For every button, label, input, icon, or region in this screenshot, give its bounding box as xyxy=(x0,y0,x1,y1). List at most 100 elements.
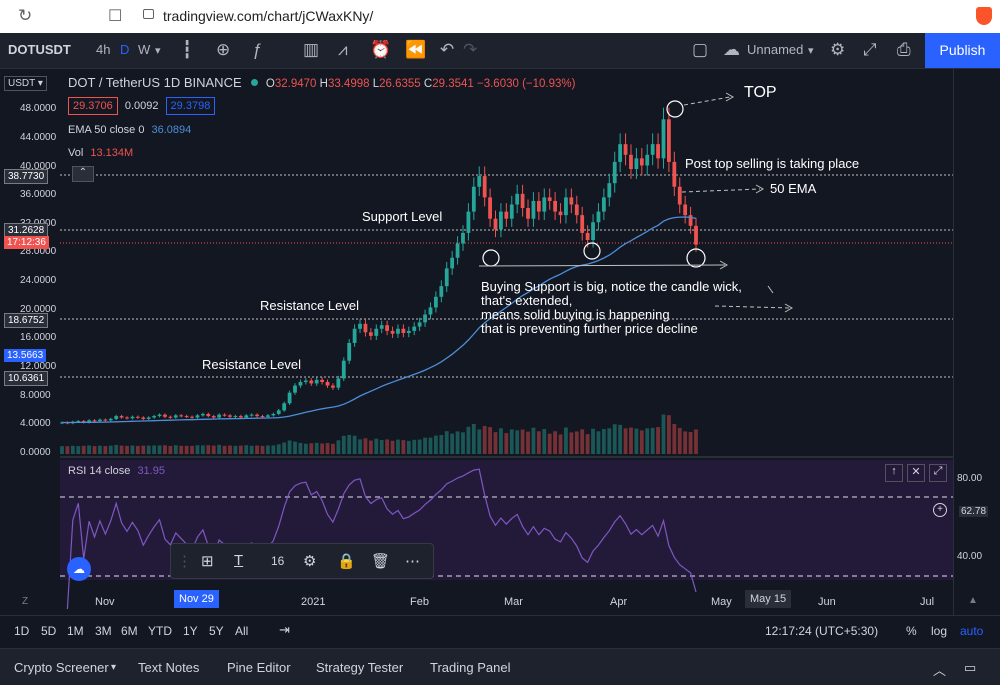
interval-d[interactable]: D xyxy=(120,42,130,57)
annotation-buying-support[interactable]: Buying Support is big, notice the candle… xyxy=(481,280,742,336)
tab-strategy-tester[interactable]: Strategy Tester xyxy=(316,660,404,675)
more-icon[interactable]: ⋯ xyxy=(405,553,420,570)
annotation-support[interactable]: Support Level xyxy=(362,209,443,224)
indicators-icon[interactable]: ƒ xyxy=(252,40,262,59)
candle xyxy=(450,257,455,269)
candle xyxy=(206,413,211,417)
tab-pine-editor[interactable]: Pine Editor xyxy=(227,660,291,675)
brave-icon[interactable] xyxy=(976,7,992,25)
interval-w[interactable]: W xyxy=(138,42,151,57)
settings-icon[interactable]: ⚙ xyxy=(830,40,846,59)
annotation-resistance-2[interactable]: Resistance Level xyxy=(202,357,301,372)
arrow-line[interactable] xyxy=(714,305,791,309)
right-rsi-scale[interactable] xyxy=(953,69,1000,615)
font-size-select[interactable]: 16 xyxy=(271,554,285,568)
currency-label[interactable]: USDT ▾ xyxy=(4,76,47,91)
chevron-down-icon[interactable]: ▾ xyxy=(808,45,814,57)
chart-area[interactable]: USDT ▾ 48.0000 44.0000 40.0000 36.0000 3… xyxy=(0,69,1000,615)
chevron-down-icon[interactable]: ▾ xyxy=(111,662,117,673)
add-plus-icon[interactable]: + xyxy=(933,503,947,517)
range-1d[interactable]: 1D xyxy=(14,624,30,638)
drag-handle-icon[interactable]: ⋮ xyxy=(177,553,192,570)
undo-icon[interactable]: ↶ xyxy=(440,40,455,59)
clock-time[interactable]: 12:17:24 (UTC+5:30) xyxy=(765,624,879,638)
snapshot-icon[interactable]: ⎙ xyxy=(897,40,911,59)
symbol-search[interactable]: DOTUSDT xyxy=(8,42,71,57)
bookmark-icon[interactable]: ☐ xyxy=(108,8,123,25)
price-badge[interactable]: 10.6361 xyxy=(4,371,49,386)
chevron-down-icon[interactable]: ▾ xyxy=(155,45,161,57)
annotation-top[interactable]: TOP xyxy=(744,84,777,101)
volume-bar xyxy=(249,445,254,454)
chevron-up-icon[interactable]: ︿ xyxy=(933,663,947,678)
arrow-line[interactable] xyxy=(683,96,731,106)
bid-box[interactable]: 29.3706 xyxy=(68,97,118,115)
percent-toggle[interactable]: % xyxy=(906,624,917,638)
scroll-up-icon[interactable]: ▲ xyxy=(968,595,978,606)
price-badge[interactable]: 38.7730 xyxy=(4,169,49,184)
fullscreen-icon[interactable]: ⤢ xyxy=(863,40,877,59)
range-5y[interactable]: 5Y xyxy=(209,624,224,638)
candle xyxy=(184,416,189,418)
annotation-post-top[interactable]: Post top selling is taking place xyxy=(685,156,860,171)
pane-up-icon[interactable]: ↑ xyxy=(885,464,903,482)
layout-icon[interactable]: ▢ xyxy=(692,40,709,59)
price-chart[interactable] xyxy=(0,69,1000,615)
candles-icon[interactable]: ┇ xyxy=(182,40,193,59)
tradingview-logo-icon[interactable]: ☁ xyxy=(67,557,91,581)
alert-icon[interactable]: ⏰ xyxy=(370,40,392,59)
pane-maximize-icon[interactable]: ⤢ xyxy=(929,464,947,482)
templates-icon[interactable]: ⩘ xyxy=(338,40,348,59)
log-toggle[interactable]: log xyxy=(931,624,948,638)
annotation-ema[interactable]: 50 EMA xyxy=(770,181,817,196)
layout-name[interactable]: Unnamed xyxy=(747,42,804,57)
left-price-scale[interactable] xyxy=(0,69,60,615)
ask-box[interactable]: 29.3798 xyxy=(165,97,216,115)
range-1m[interactable]: 1M xyxy=(67,624,84,638)
auto-toggle[interactable]: auto xyxy=(960,624,984,638)
highlight-circle[interactable] xyxy=(583,242,601,260)
replay-icon[interactable]: ⏪ xyxy=(405,40,427,59)
interval-4h[interactable]: 4h xyxy=(96,42,111,57)
lock-icon[interactable]: 🔒 xyxy=(337,553,356,570)
highlight-circle[interactable] xyxy=(686,248,706,268)
highlight-circle[interactable] xyxy=(482,249,500,267)
range-3m[interactable]: 3M xyxy=(95,624,112,638)
tab-trading-panel[interactable]: Trading Panel xyxy=(430,660,511,675)
x-crosshair-label: Nov 29 xyxy=(174,590,219,608)
annotation-resistance-1[interactable]: Resistance Level xyxy=(260,298,359,313)
volume-bar xyxy=(482,426,487,454)
chart-legend[interactable]: DOT / TetherUS 1D BINANCE O32.9470 H33.4… xyxy=(68,75,575,90)
highlight-circle[interactable] xyxy=(666,100,684,118)
url-field[interactable]: tradingview.com/chart/jCWaxKNy/ xyxy=(163,8,374,24)
tab-crypto-screener[interactable]: Crypto Screener xyxy=(14,660,109,675)
tab-text-notes[interactable]: Text Notes xyxy=(138,660,200,675)
range-6m[interactable]: 6M xyxy=(121,624,138,638)
pane-close-icon[interactable]: ✕ xyxy=(907,464,925,482)
template-icon[interactable]: ⊞ xyxy=(201,553,214,570)
ema-legend[interactable]: EMA 50 close 0 36.0894 xyxy=(68,124,191,136)
collapse-icon[interactable]: ⌃ xyxy=(72,166,94,182)
redo-icon[interactable]: ↷ xyxy=(463,40,478,59)
text-color-icon[interactable]: T xyxy=(234,552,244,569)
maximize-panel-icon[interactable]: ▭ xyxy=(964,660,977,675)
candle xyxy=(634,158,639,169)
range-ytd[interactable]: YTD xyxy=(148,624,172,638)
trash-icon[interactable]: 🗑 xyxy=(371,553,391,570)
arrow-line[interactable] xyxy=(767,285,774,294)
add-indicator-icon[interactable]: ⊕ xyxy=(216,40,231,59)
arrow-line[interactable] xyxy=(478,264,726,267)
financials-icon[interactable]: ▥ xyxy=(303,40,320,59)
range-1y[interactable]: 1Y xyxy=(183,624,198,638)
rsi-legend[interactable]: RSI 14 close 31.95 xyxy=(68,465,165,477)
settings-icon[interactable]: ⚙ xyxy=(303,553,317,570)
zoom-icon[interactable]: Z xyxy=(22,596,29,607)
go-to-date-icon[interactable]: ⇥ xyxy=(279,622,290,637)
range-5d[interactable]: 5D xyxy=(41,624,57,638)
publish-button[interactable]: Publish xyxy=(925,33,1000,68)
reload-icon[interactable]: ↻ xyxy=(18,6,33,25)
arrow-line[interactable] xyxy=(681,188,761,193)
range-all[interactable]: All xyxy=(235,624,249,638)
price-badge[interactable]: 18.6752 xyxy=(4,313,49,328)
volume-legend[interactable]: Vol 13.134M xyxy=(68,147,133,159)
